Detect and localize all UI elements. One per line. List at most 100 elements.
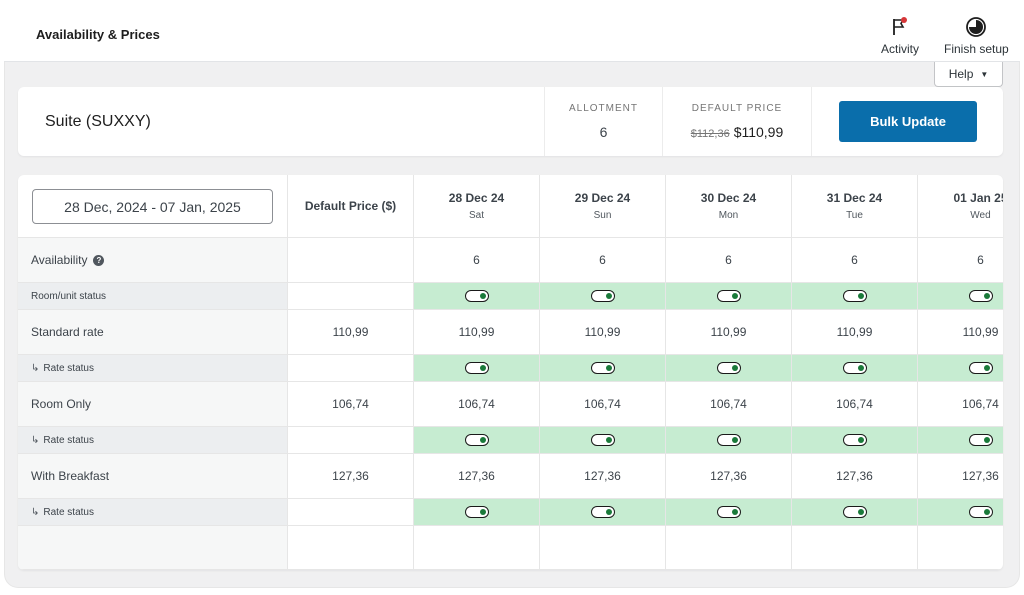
status-toggle[interactable] bbox=[968, 362, 993, 374]
cell-value: 6 bbox=[473, 253, 480, 267]
status-cell bbox=[918, 499, 1003, 526]
cell-value: 127,36 bbox=[836, 469, 873, 483]
activity-button[interactable]: Activity bbox=[881, 16, 919, 56]
status-cell bbox=[414, 427, 540, 454]
value-cell[interactable]: 110,99 bbox=[414, 310, 540, 355]
status-toggle[interactable] bbox=[716, 362, 741, 374]
default-value: 110,99 bbox=[332, 325, 369, 339]
progress-circle-icon bbox=[965, 16, 987, 38]
value-cell[interactable]: 127,36 bbox=[414, 454, 540, 499]
value-cell[interactable]: 6 bbox=[540, 238, 666, 283]
value-cell[interactable]: 6 bbox=[792, 238, 918, 283]
status-toggle[interactable] bbox=[968, 434, 993, 446]
day-date: 31 Dec 24 bbox=[826, 191, 883, 205]
availability-grid: 28 Dec, 2024 - 07 Jan, 2025 Default Price… bbox=[18, 175, 1003, 570]
value-cell[interactable]: 106,74 bbox=[918, 382, 1003, 427]
row-label-text: Availability bbox=[31, 253, 88, 267]
status-cell bbox=[792, 283, 918, 310]
status-toggle[interactable] bbox=[716, 434, 741, 446]
cell-value: 106,74 bbox=[710, 397, 747, 411]
rate-row-label: Availability? bbox=[18, 238, 288, 283]
cell-value: 110,99 bbox=[584, 325, 621, 339]
finish-setup-button[interactable]: Finish setup bbox=[944, 16, 1009, 56]
cell-value: 127,36 bbox=[962, 469, 999, 483]
status-toggle[interactable] bbox=[842, 290, 867, 302]
flag-icon bbox=[891, 16, 909, 38]
value-cell[interactable]: 106,74 bbox=[414, 382, 540, 427]
empty-label-cell bbox=[18, 526, 288, 570]
status-toggle[interactable] bbox=[716, 290, 741, 302]
default-value-cell bbox=[288, 283, 414, 310]
value-cell[interactable]: 127,36 bbox=[540, 454, 666, 499]
status-toggle[interactable] bbox=[968, 506, 993, 518]
status-toggle[interactable] bbox=[464, 506, 489, 518]
value-cell[interactable]: 110,99 bbox=[540, 310, 666, 355]
value-cell[interactable]: 106,74 bbox=[540, 382, 666, 427]
day-weekday: Tue bbox=[846, 210, 863, 221]
value-cell[interactable]: 6 bbox=[918, 238, 1003, 283]
divider bbox=[544, 87, 545, 156]
status-cell bbox=[792, 355, 918, 382]
value-cell[interactable]: 6 bbox=[414, 238, 540, 283]
cell-value: 127,36 bbox=[458, 469, 495, 483]
cell-value: 106,74 bbox=[836, 397, 873, 411]
default-value-cell bbox=[288, 238, 414, 283]
cell-value: 127,36 bbox=[584, 469, 621, 483]
status-cell bbox=[918, 427, 1003, 454]
row-label-text: Rate status bbox=[43, 434, 94, 446]
value-cell[interactable]: 127,36 bbox=[918, 454, 1003, 499]
status-toggle[interactable] bbox=[968, 290, 993, 302]
rate-row-label: Standard rate bbox=[18, 310, 288, 355]
default-value: 106,74 bbox=[332, 397, 369, 411]
status-cell bbox=[414, 499, 540, 526]
sub-row-arrow-icon: ↳ bbox=[31, 362, 40, 374]
status-toggle[interactable] bbox=[716, 506, 741, 518]
cell-value: 110,99 bbox=[962, 325, 999, 339]
value-cell[interactable]: 6 bbox=[666, 238, 792, 283]
status-toggle[interactable] bbox=[842, 362, 867, 374]
status-toggle[interactable] bbox=[590, 434, 615, 446]
value-cell[interactable]: 110,99 bbox=[918, 310, 1003, 355]
day-date: 01 Jan 25 bbox=[953, 191, 1003, 205]
top-bar: Availability & Prices Activity Finish se… bbox=[4, 0, 1020, 62]
help-dropdown[interactable]: Help ▼ bbox=[934, 62, 1003, 87]
day-date: 29 Dec 24 bbox=[574, 191, 631, 205]
status-toggle[interactable] bbox=[464, 362, 489, 374]
sub-row-arrow-icon: ↳ bbox=[31, 506, 40, 518]
value-cell[interactable]: 127,36 bbox=[666, 454, 792, 499]
status-toggle[interactable] bbox=[590, 362, 615, 374]
day-header: 30 Dec 24 Mon bbox=[666, 175, 792, 238]
value-cell[interactable]: 127,36 bbox=[792, 454, 918, 499]
bulk-update-button[interactable]: Bulk Update bbox=[839, 101, 977, 142]
row-label-text: Room Only bbox=[31, 397, 92, 411]
status-toggle[interactable] bbox=[464, 434, 489, 446]
status-toggle[interactable] bbox=[590, 290, 615, 302]
divider bbox=[811, 87, 812, 156]
default-price-label: DEFAULT PRICE bbox=[691, 103, 783, 114]
value-cell[interactable]: 110,99 bbox=[792, 310, 918, 355]
day-header: 28 Dec 24 Sat bbox=[414, 175, 540, 238]
empty-cell bbox=[918, 526, 1003, 570]
value-cell[interactable]: 106,74 bbox=[666, 382, 792, 427]
status-toggle[interactable] bbox=[590, 506, 615, 518]
day-date: 30 Dec 24 bbox=[700, 191, 757, 205]
cell-value: 6 bbox=[725, 253, 732, 267]
cell-value: 106,74 bbox=[962, 397, 999, 411]
empty-cell bbox=[666, 526, 792, 570]
status-toggle[interactable] bbox=[464, 290, 489, 302]
rate-row-label: With Breakfast bbox=[18, 454, 288, 499]
allotment-value: 6 bbox=[599, 124, 608, 140]
default-price-header-label: Default Price ($) bbox=[304, 199, 397, 213]
status-toggle[interactable] bbox=[842, 434, 867, 446]
status-cell bbox=[792, 427, 918, 454]
empty-cell bbox=[414, 526, 540, 570]
value-cell[interactable]: 106,74 bbox=[792, 382, 918, 427]
day-header: 01 Jan 25 Wed bbox=[918, 175, 1003, 238]
status-row-label: ↳ Rate status bbox=[18, 355, 288, 382]
default-price-stat: DEFAULT PRICE $112,36 $110,99 bbox=[663, 103, 811, 140]
date-range-picker[interactable]: 28 Dec, 2024 - 07 Jan, 2025 bbox=[32, 189, 273, 224]
cell-value: 6 bbox=[599, 253, 606, 267]
help-icon[interactable]: ? bbox=[93, 254, 105, 266]
value-cell[interactable]: 110,99 bbox=[666, 310, 792, 355]
status-toggle[interactable] bbox=[842, 506, 867, 518]
